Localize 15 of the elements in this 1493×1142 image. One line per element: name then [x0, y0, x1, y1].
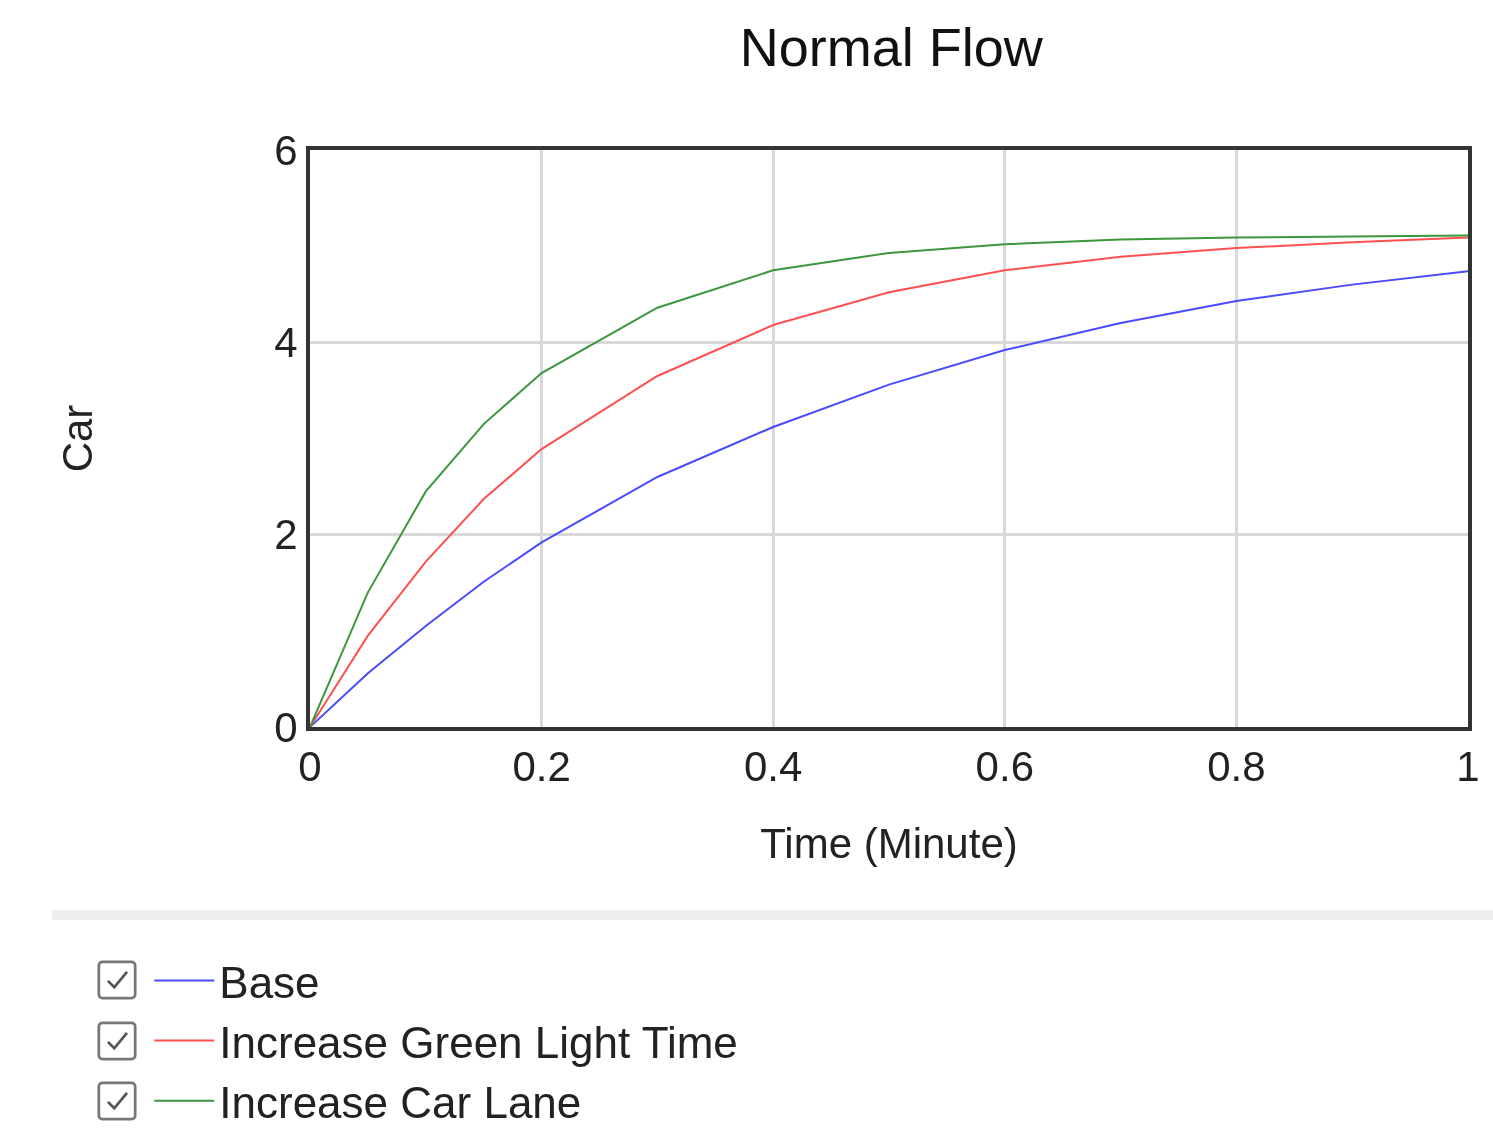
- legend-label: Increase Green Light Time: [219, 1017, 738, 1067]
- legend-label: Increase Car Lane: [219, 1077, 582, 1127]
- y-tick-label: 6: [274, 126, 298, 174]
- x-tick-label: 1: [1456, 743, 1480, 791]
- x-tick-label: 0.6: [975, 743, 1034, 791]
- chart-title: Normal Flow: [739, 17, 1044, 78]
- y-tick-label: 0: [274, 703, 298, 751]
- y-tick-label: 2: [274, 511, 298, 559]
- x-axis-title: Time (Minute): [760, 819, 1018, 867]
- x-tick-label: 0.2: [512, 743, 571, 791]
- x-tick-label: 0.4: [744, 743, 803, 791]
- y-axis-title: Car: [53, 404, 101, 473]
- x-tick-label: 0.8: [1207, 743, 1266, 791]
- y-tick-label: 4: [274, 319, 298, 367]
- legend-label: Base: [219, 957, 320, 1007]
